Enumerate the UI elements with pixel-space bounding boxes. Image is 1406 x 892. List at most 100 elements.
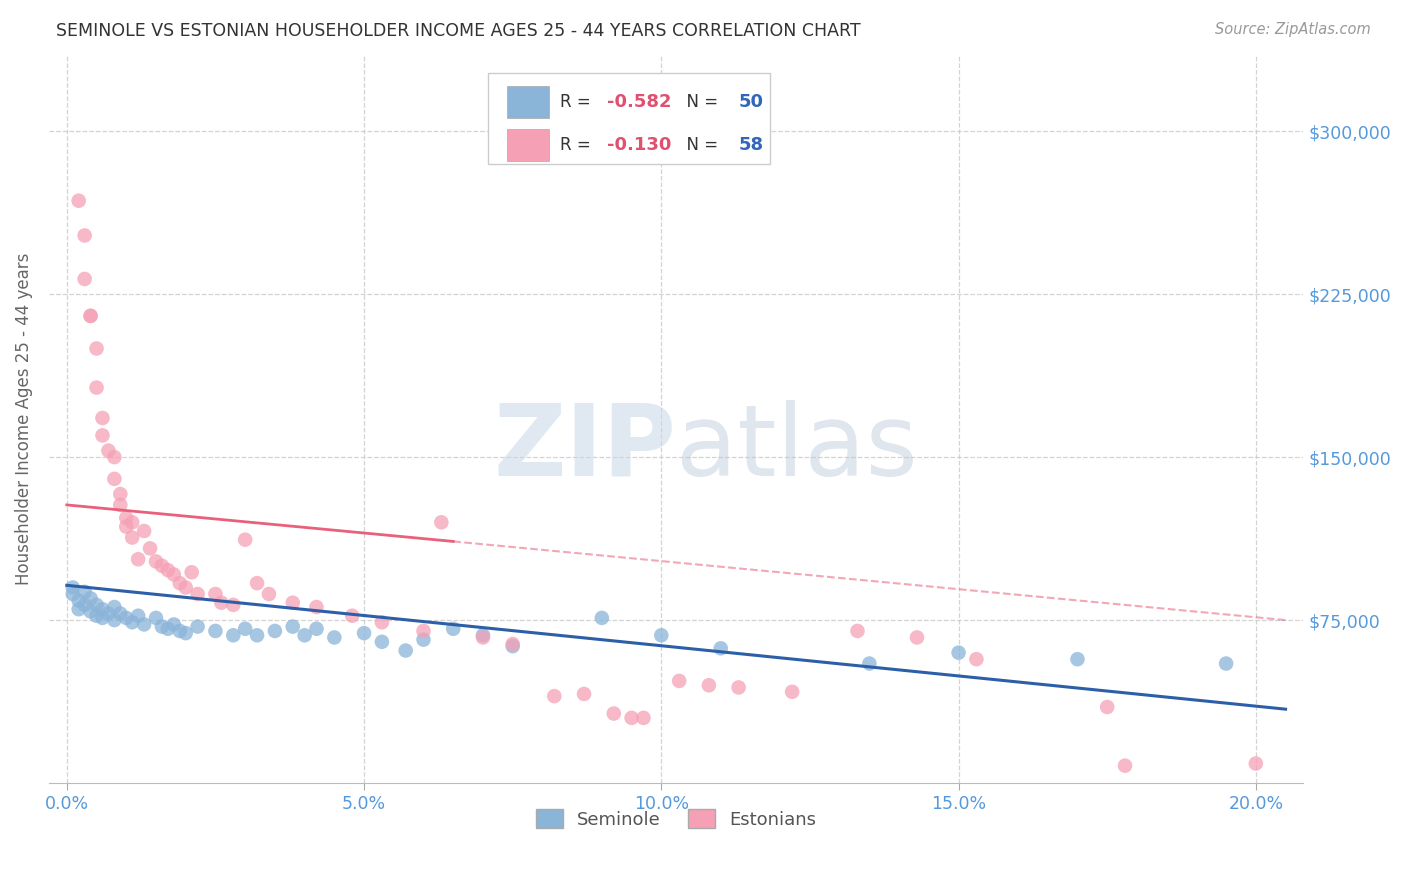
Text: -0.582: -0.582	[607, 94, 672, 112]
Point	[91, 411, 114, 425]
Point	[187, 619, 209, 633]
Point	[430, 516, 453, 530]
Point	[62, 581, 84, 595]
Point	[121, 516, 143, 530]
Point	[73, 598, 96, 612]
Point	[97, 607, 120, 621]
Point	[1244, 756, 1267, 771]
Legend: Seminole, Estonians: Seminole, Estonians	[529, 802, 824, 836]
Point	[233, 533, 256, 547]
Point	[620, 711, 643, 725]
Point	[91, 611, 114, 625]
Point	[846, 624, 869, 638]
Point	[233, 622, 256, 636]
Point	[246, 576, 269, 591]
Point	[73, 584, 96, 599]
Point	[115, 611, 138, 625]
Point	[145, 554, 167, 568]
Point	[472, 631, 495, 645]
Point	[145, 611, 167, 625]
Text: SEMINOLE VS ESTONIAN HOUSEHOLDER INCOME AGES 25 - 44 YEARS CORRELATION CHART: SEMINOLE VS ESTONIAN HOUSEHOLDER INCOME …	[56, 22, 860, 40]
Point	[67, 194, 90, 208]
Point	[79, 604, 101, 618]
Point	[502, 639, 524, 653]
Point	[323, 631, 346, 645]
Point	[412, 624, 434, 638]
Text: R =: R =	[560, 94, 596, 112]
Point	[187, 587, 209, 601]
Text: ZIP: ZIP	[494, 400, 676, 497]
Text: atlas: atlas	[676, 400, 918, 497]
Point	[222, 598, 245, 612]
Text: N =: N =	[676, 136, 724, 153]
Point	[115, 511, 138, 525]
Point	[79, 309, 101, 323]
Point	[472, 628, 495, 642]
Point	[169, 576, 191, 591]
Point	[86, 342, 108, 356]
Point	[110, 607, 132, 621]
Point	[97, 443, 120, 458]
Point	[697, 678, 720, 692]
Point	[603, 706, 626, 721]
Point	[127, 552, 149, 566]
Point	[1114, 758, 1136, 772]
Point	[174, 626, 197, 640]
Point	[727, 681, 749, 695]
Point	[257, 587, 280, 601]
Text: Source: ZipAtlas.com: Source: ZipAtlas.com	[1215, 22, 1371, 37]
FancyBboxPatch shape	[506, 87, 550, 119]
Point	[103, 600, 125, 615]
Text: -0.130: -0.130	[607, 136, 672, 153]
Point	[110, 498, 132, 512]
Point	[371, 615, 394, 630]
Point	[67, 593, 90, 607]
Point	[79, 309, 101, 323]
Text: N =: N =	[676, 94, 724, 112]
Point	[948, 646, 970, 660]
FancyBboxPatch shape	[488, 73, 770, 164]
Point	[86, 381, 108, 395]
Point	[650, 628, 672, 642]
Point	[139, 541, 162, 556]
Point	[127, 608, 149, 623]
Point	[132, 617, 155, 632]
Point	[115, 519, 138, 533]
Point	[543, 689, 565, 703]
Point	[222, 628, 245, 642]
Point	[204, 624, 226, 638]
Point	[103, 450, 125, 464]
Point	[264, 624, 287, 638]
Point	[905, 631, 928, 645]
Point	[246, 628, 269, 642]
Point	[305, 600, 328, 615]
Point	[965, 652, 987, 666]
Point	[305, 622, 328, 636]
Point	[91, 428, 114, 442]
Point	[110, 487, 132, 501]
Point	[412, 632, 434, 647]
Point	[294, 628, 316, 642]
Y-axis label: Householder Income Ages 25 - 44 years: Householder Income Ages 25 - 44 years	[15, 253, 32, 585]
Point	[174, 581, 197, 595]
Point	[340, 608, 363, 623]
Point	[180, 566, 202, 580]
Point	[73, 228, 96, 243]
Point	[395, 643, 418, 657]
Point	[132, 524, 155, 538]
Point	[163, 567, 186, 582]
Point	[150, 619, 173, 633]
Point	[281, 619, 304, 633]
FancyBboxPatch shape	[506, 128, 550, 161]
Point	[121, 531, 143, 545]
Point	[86, 598, 108, 612]
Point	[62, 587, 84, 601]
Point	[1066, 652, 1088, 666]
Point	[86, 608, 108, 623]
Point	[169, 624, 191, 638]
Point	[668, 673, 690, 688]
Point	[156, 622, 179, 636]
Point	[371, 635, 394, 649]
Point	[121, 615, 143, 630]
Point	[209, 596, 232, 610]
